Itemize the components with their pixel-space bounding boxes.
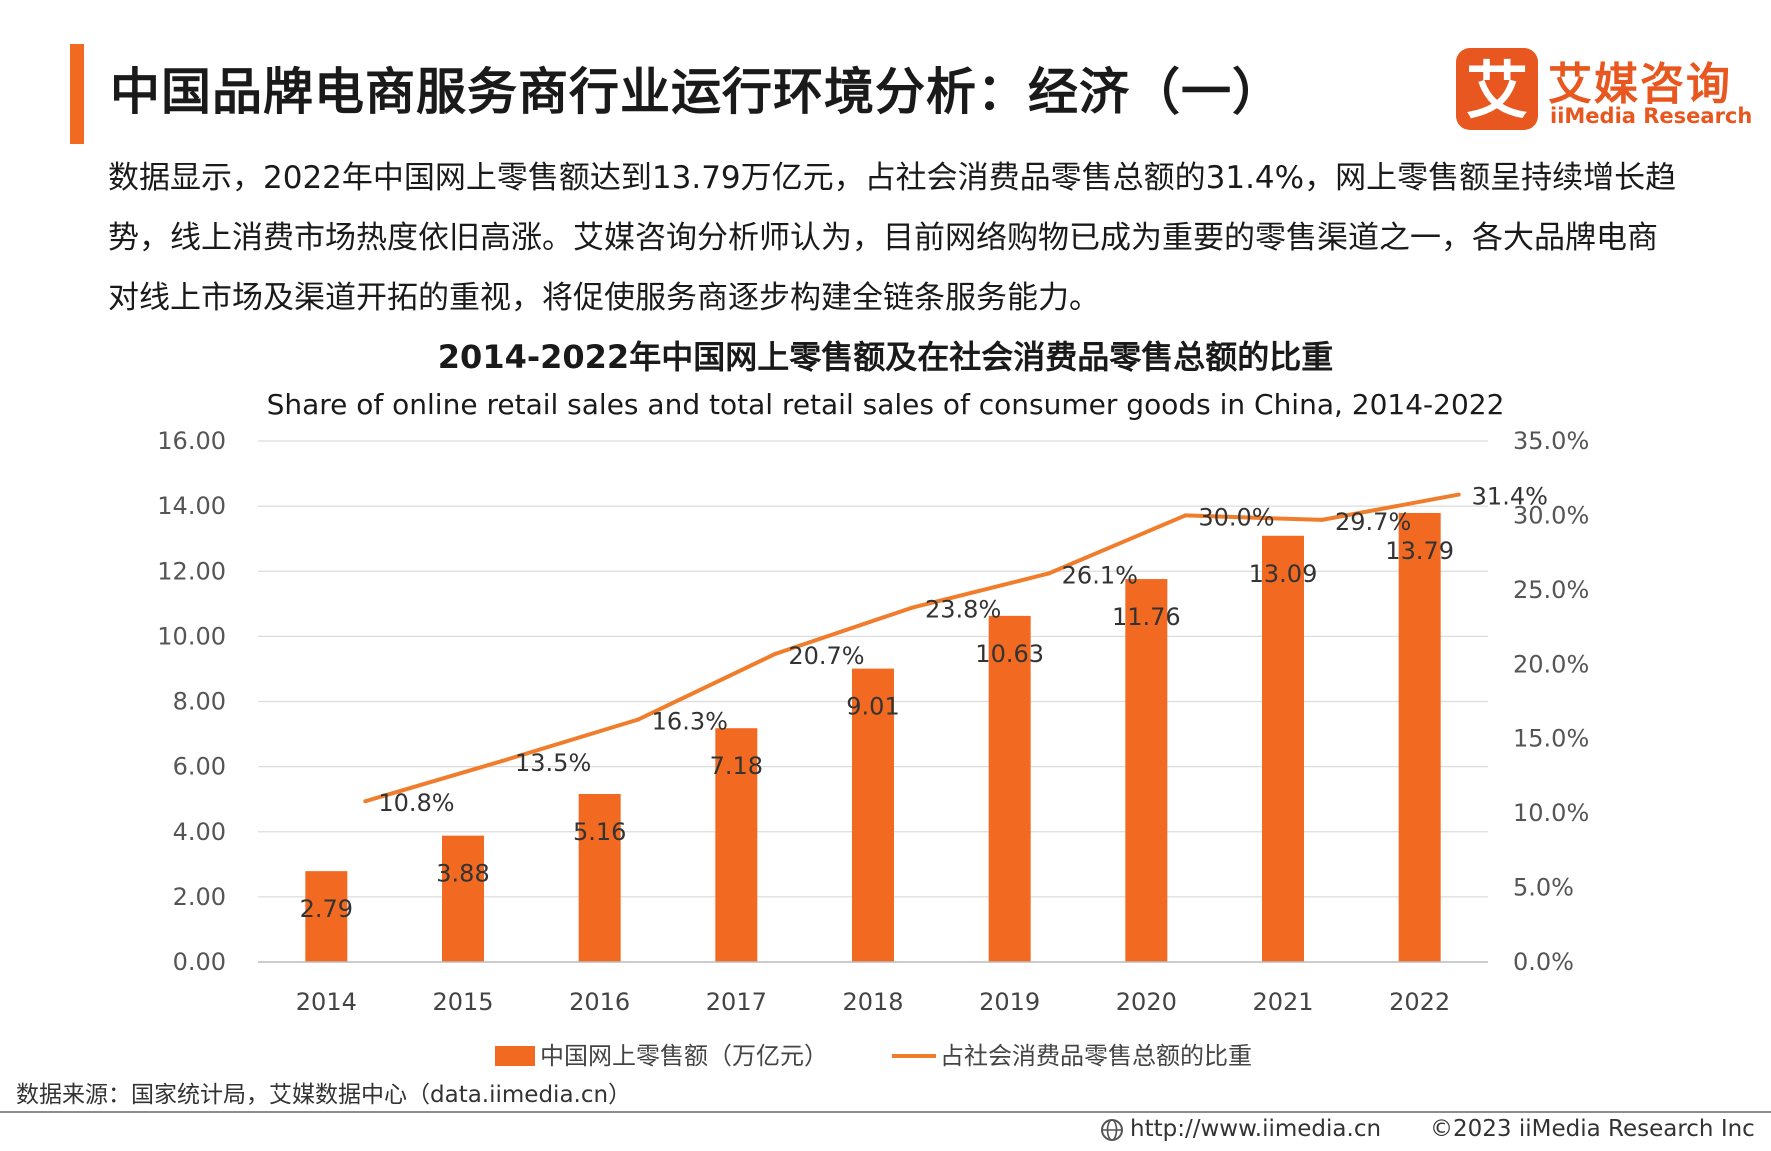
page-title: 中国品牌电商服务商行业运行环境分析：经济（一）	[110, 63, 1283, 121]
y-right-tick-label: 0.0%	[1513, 948, 1574, 976]
y-right-tick-label: 30.0%	[1513, 501, 1589, 529]
line-value-label: 16.3%	[652, 707, 728, 735]
bar	[1262, 535, 1304, 962]
combo-chart: 2.79 3.88 5.16 7.18 9.01 10.63 11.76 13.09 13.79…	[157, 427, 1589, 1070]
bar-value-label: 13.79	[1385, 537, 1454, 565]
y-left-tick-label: 2.00	[173, 883, 226, 911]
x-tick-label: 2018	[842, 988, 903, 1016]
y-right-tick-label: 35.0%	[1513, 427, 1589, 455]
bar	[852, 668, 894, 962]
footer-divider	[0, 1111, 1771, 1113]
line-point	[1183, 513, 1188, 518]
chart-subtitle: Share of online retail sales and total r…	[266, 388, 1505, 421]
x-tick-label: 2016	[569, 988, 630, 1016]
line-series	[363, 492, 1461, 804]
line-value-label: 10.8%	[378, 789, 454, 817]
legend-bar-swatch	[495, 1046, 535, 1066]
logo-mark-icon: 艾	[1456, 48, 1538, 130]
bar	[442, 835, 484, 962]
line-point	[1046, 571, 1051, 576]
y-left-tick-label: 4.00	[173, 818, 226, 846]
bar	[715, 728, 758, 962]
line-point	[636, 717, 641, 722]
data-labels: 2.79 3.88 5.16 7.18 9.01 10.63 11.76 13.09 13.79…	[300, 483, 1548, 924]
line-point	[500, 759, 504, 764]
legend-line-label: 占社会消费品零售总额的比重	[940, 1042, 1252, 1070]
y-right-tick-label: 10.0%	[1513, 799, 1589, 827]
axes: 0.00 2.00 4.00 6.00 8.00 10.00 12.00 14.00 16.00…	[157, 427, 1589, 1016]
line-point	[363, 799, 368, 804]
bar-value-label: 11.76	[1112, 603, 1181, 631]
line-value-label: 31.4%	[1472, 483, 1548, 511]
data-source: 数据来源：国家统计局，艾媒数据中心（data.iimedia.cn）	[16, 1082, 632, 1108]
bar-value-label: 5.16	[573, 818, 626, 846]
x-tick-label: 2015	[432, 988, 493, 1016]
y-right-tick-label: 25.0%	[1513, 576, 1589, 604]
line-point	[773, 651, 778, 656]
legend-bar-label: 中国网上零售额（万亿元）	[540, 1042, 828, 1070]
y-left-tick-label: 8.00	[173, 688, 226, 716]
x-tick-label: 2014	[296, 988, 357, 1016]
y-left-tick-label: 16.00	[157, 427, 226, 455]
intro-paragraph: 数据显示，2022年中国网上零售额达到13.79万亿元，占社会消费品零售总额的3…	[108, 160, 1677, 316]
globe-icon	[1101, 1118, 1123, 1141]
line-value-label: 13.5%	[515, 749, 591, 777]
y-left-tick-label: 0.00	[173, 948, 226, 976]
line-value-label: 23.8%	[925, 596, 1001, 624]
y-left-tick-label: 6.00	[173, 753, 226, 781]
bar	[988, 615, 1031, 962]
line-point	[1320, 517, 1324, 522]
x-tick-label: 2020	[1116, 988, 1177, 1016]
x-tick-label: 2017	[706, 988, 767, 1016]
line-value-label: 26.1%	[1062, 561, 1138, 589]
y-right-tick-label: 15.0%	[1513, 725, 1589, 753]
iimedia-logo[interactable]: 艾 艾媒咨询 iiMedia Research	[1456, 48, 1752, 132]
bar	[305, 871, 348, 962]
bar	[578, 793, 621, 962]
logo-en-text: iiMedia Research	[1550, 104, 1753, 128]
x-tick-label: 2019	[979, 988, 1040, 1016]
y-right-tick-label: 20.0%	[1513, 650, 1589, 678]
y-left-tick-label: 14.00	[157, 492, 226, 520]
bar-value-label: 13.09	[1249, 560, 1318, 588]
bar-value-label: 2.79	[300, 895, 353, 923]
x-tick-label: 2022	[1389, 988, 1450, 1016]
bar-value-label: 10.63	[975, 640, 1044, 668]
bar-value-label: 7.18	[710, 752, 763, 780]
bar-value-label: 9.01	[846, 693, 899, 721]
line-value-label: 30.0%	[1198, 503, 1274, 531]
logo-cn-text: 艾媒咨询	[1548, 59, 1732, 110]
footer-url-link[interactable]: http://www.iimedia.cn	[1100, 1116, 1381, 1142]
logo-mark-glyph: 艾	[1466, 54, 1528, 127]
title-accent-bar	[70, 44, 84, 144]
bar-value-label: 3.88	[436, 860, 489, 888]
line-point	[1456, 492, 1461, 497]
chart-title: 2014-2022年中国网上零售额及在社会消费品零售总额的比重	[437, 338, 1334, 376]
footer-copyright: ©2023 iiMedia Research Inc	[1430, 1116, 1755, 1142]
x-tick-label: 2021	[1252, 988, 1313, 1016]
y-right-tick-label: 5.0%	[1513, 874, 1574, 902]
line-value-label: 20.7%	[788, 642, 864, 670]
y-left-tick-label: 10.00	[157, 622, 226, 650]
y-left-tick-label: 12.00	[157, 557, 226, 585]
bar-series	[305, 512, 1441, 962]
line-point	[910, 605, 914, 610]
bar	[1125, 579, 1168, 962]
bar	[1398, 512, 1441, 962]
line-value-label: 29.7%	[1335, 508, 1411, 536]
footer-url-text: http://www.iimedia.cn	[1130, 1116, 1382, 1142]
legend: 中国网上零售额（万亿元） 占社会消费品零售总额的比重	[495, 1042, 1252, 1070]
